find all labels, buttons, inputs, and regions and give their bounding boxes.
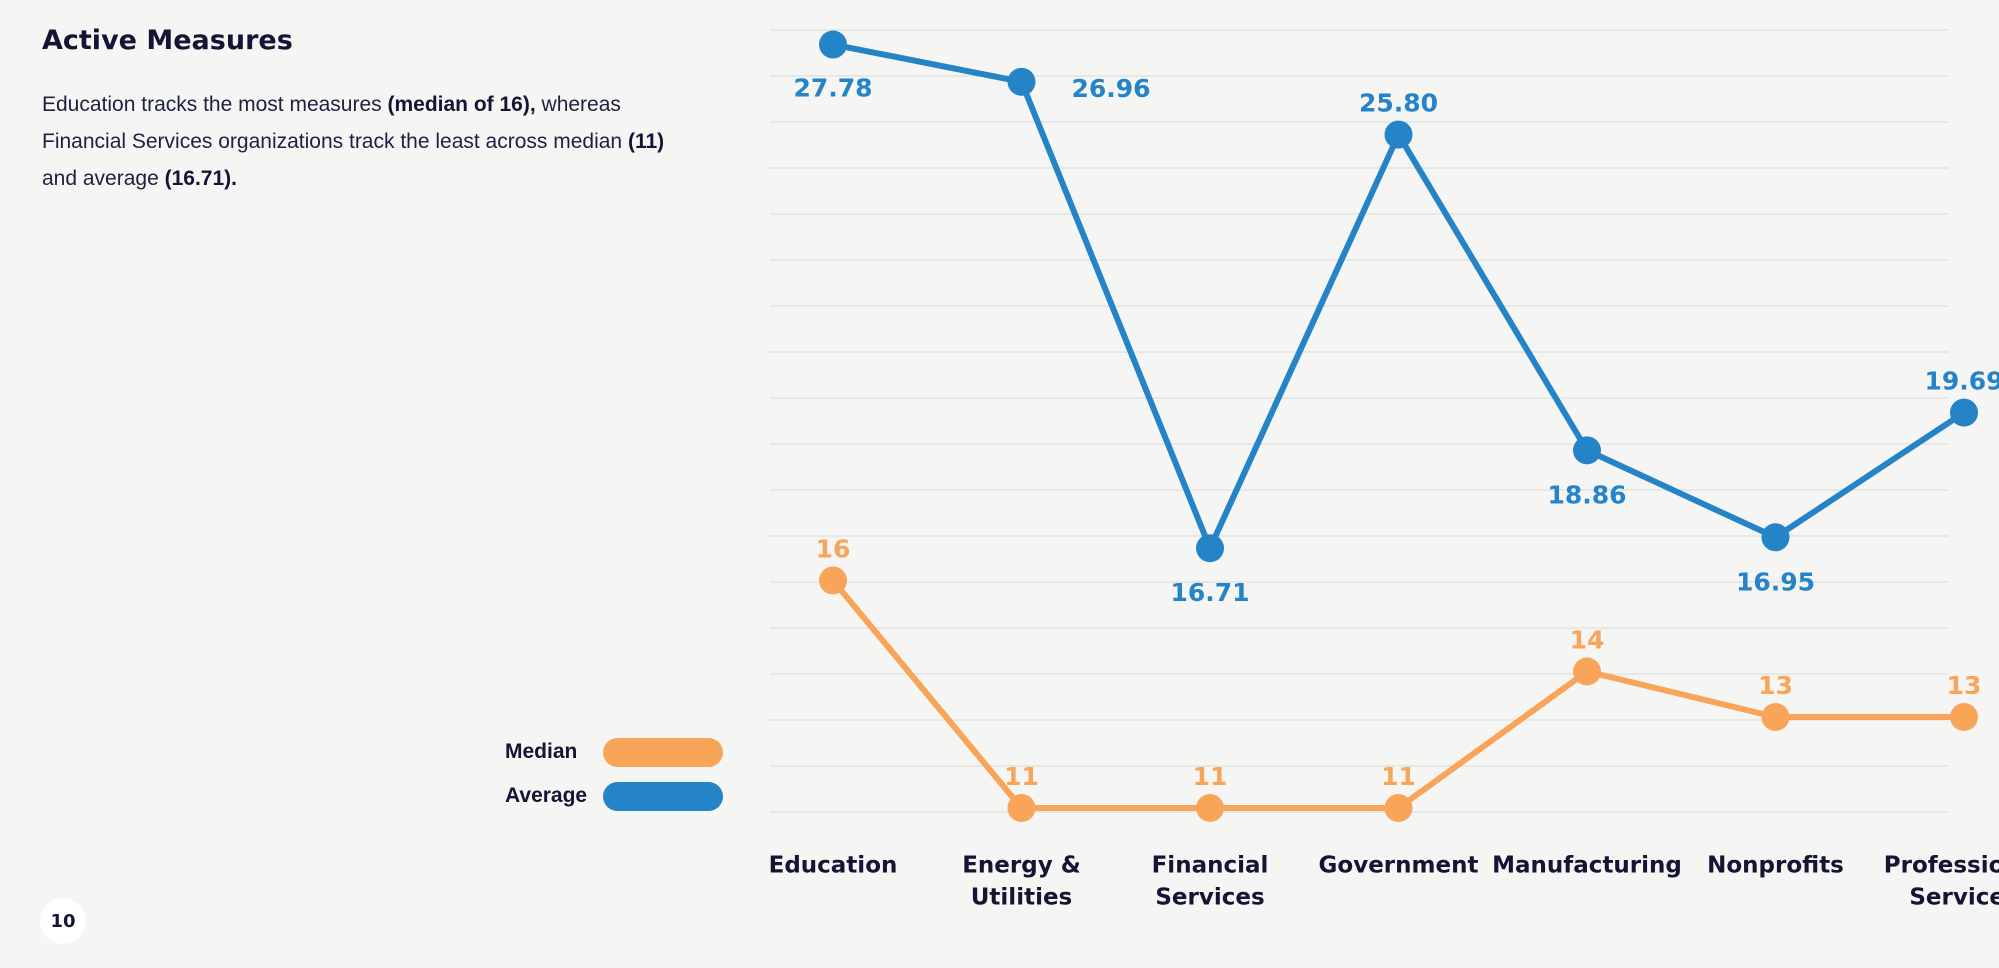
chart-grid <box>770 29 1948 813</box>
description-bold-3: (16.71). <box>164 166 237 190</box>
median-data-label: 14 <box>1570 626 1605 655</box>
average-point <box>1761 523 1790 552</box>
description-part-3: and average <box>42 166 165 190</box>
average-series-line <box>830 41 1967 552</box>
median-data-label: 11 <box>1381 762 1416 791</box>
x-tick-label: Services <box>1155 885 1264 911</box>
x-tick-label: Nonprofits <box>1707 853 1844 879</box>
x-tick-label: Energy & <box>962 853 1081 879</box>
legend-swatch-average <box>603 781 723 811</box>
legend-item-median: Median <box>505 730 723 774</box>
intro-section: Active Measures Education tracks the mos… <box>42 26 682 197</box>
average-data-label: 26.96 <box>1072 74 1151 103</box>
average-data-label: 25.80 <box>1359 89 1438 118</box>
median-point <box>1761 703 1790 731</box>
x-tick-label: Utilities <box>971 885 1073 911</box>
x-tick-label: Manufacturing <box>1492 853 1682 879</box>
average-point <box>1384 120 1413 149</box>
average-point <box>819 30 847 59</box>
median-data-label: 16 <box>816 535 851 564</box>
median-data-label: 11 <box>1004 762 1039 791</box>
average-data-label: 19.69 <box>1924 367 1999 396</box>
description-text: Education tracks the most measures (medi… <box>42 86 682 197</box>
legend-label-average: Average <box>505 784 588 807</box>
description-bold-1: (median of 16), <box>387 92 536 116</box>
x-tick-label: Services <box>1909 885 1999 911</box>
average-point <box>1950 398 1978 427</box>
median-point <box>819 566 847 595</box>
legend-swatch-median <box>603 737 723 767</box>
median-point <box>1196 794 1224 822</box>
average-point <box>1573 436 1601 465</box>
median-data-label: 13 <box>1758 671 1793 700</box>
x-tick-label: Professional <box>1884 853 1999 879</box>
x-tick-label: Government <box>1319 853 1479 879</box>
median-point <box>1384 794 1413 822</box>
median-point <box>1573 657 1601 686</box>
median-point <box>1950 703 1978 731</box>
page-number-badge: 10 <box>40 898 86 944</box>
page-title: Active Measures <box>42 25 293 56</box>
x-tick-label: Education <box>769 853 898 879</box>
average-point <box>1196 534 1224 563</box>
average-data-label: 18.86 <box>1547 480 1626 509</box>
x-tick-label: Financial <box>1152 853 1269 879</box>
description-part-1: Education tracks the most measures <box>42 92 388 116</box>
legend-label-median: Median <box>505 740 578 763</box>
average-data-label: 16.71 <box>1170 578 1249 607</box>
legend-item-average: Average <box>505 774 723 818</box>
median-data-label: 13 <box>1947 671 1982 700</box>
description-part-2: whereas Financial Services organizations… <box>42 92 628 153</box>
description-bold-2: (11) <box>627 129 665 153</box>
average-point <box>1007 67 1036 96</box>
chart-legend: Median Average <box>505 730 723 818</box>
average-data-label: 27.78 <box>793 74 872 103</box>
median-point <box>1007 794 1036 822</box>
average-data-label: 16.95 <box>1736 567 1815 596</box>
median-data-label: 11 <box>1193 762 1228 791</box>
